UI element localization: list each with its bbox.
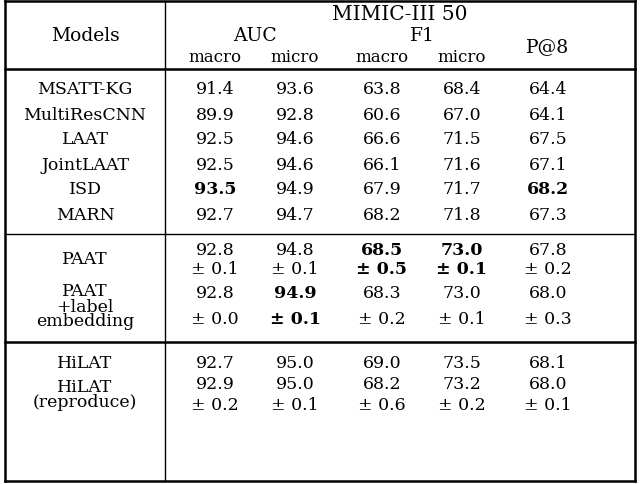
Text: 71.7: 71.7 — [443, 181, 481, 198]
Text: 93.6: 93.6 — [276, 81, 314, 98]
Text: 92.9: 92.9 — [196, 376, 234, 393]
Text: 67.0: 67.0 — [443, 106, 481, 123]
Text: 94.8: 94.8 — [276, 242, 314, 259]
Text: ± 0.1: ± 0.1 — [271, 397, 319, 414]
Text: 71.8: 71.8 — [443, 206, 481, 223]
Text: ± 0.1: ± 0.1 — [524, 397, 572, 414]
Text: ± 0.2: ± 0.2 — [524, 260, 572, 277]
Text: ± 0.6: ± 0.6 — [358, 397, 406, 414]
Text: PAAT: PAAT — [62, 251, 108, 268]
Text: ± 0.1: ± 0.1 — [436, 260, 488, 277]
Text: ± 0.2: ± 0.2 — [191, 397, 239, 414]
Text: 94.6: 94.6 — [276, 131, 314, 148]
Text: ± 0.1: ± 0.1 — [438, 311, 486, 328]
Text: 73.2: 73.2 — [443, 376, 481, 393]
Text: micro: micro — [438, 49, 486, 66]
Text: 68.2: 68.2 — [363, 376, 401, 393]
Text: 68.3: 68.3 — [363, 285, 401, 302]
Text: 73.0: 73.0 — [443, 285, 481, 302]
Text: 68.2: 68.2 — [527, 181, 569, 198]
Text: JointLAAT: JointLAAT — [41, 156, 129, 173]
Text: MIMIC-III 50: MIMIC-III 50 — [332, 5, 468, 25]
Text: 93.5: 93.5 — [194, 181, 236, 198]
Text: 94.9: 94.9 — [276, 181, 314, 198]
Text: 68.5: 68.5 — [361, 242, 403, 259]
Text: 94.9: 94.9 — [274, 285, 316, 302]
Text: 73.0: 73.0 — [441, 242, 483, 259]
Text: 64.4: 64.4 — [529, 81, 567, 98]
Text: 68.2: 68.2 — [363, 206, 401, 223]
Text: macro: macro — [355, 49, 408, 66]
Text: 71.6: 71.6 — [443, 156, 481, 173]
Text: HiLAT: HiLAT — [58, 355, 113, 372]
Text: 69.0: 69.0 — [363, 355, 401, 372]
Text: MSATT-KG: MSATT-KG — [37, 81, 132, 98]
Text: F1: F1 — [410, 27, 435, 45]
Text: ± 0.3: ± 0.3 — [524, 311, 572, 328]
Text: +label: +label — [56, 298, 114, 315]
Text: embedding: embedding — [36, 313, 134, 330]
Text: ± 0.1: ± 0.1 — [191, 260, 239, 277]
Text: 92.7: 92.7 — [196, 355, 234, 372]
Text: ± 0.0: ± 0.0 — [191, 311, 239, 328]
Text: 92.5: 92.5 — [196, 131, 234, 148]
Text: 68.0: 68.0 — [529, 285, 567, 302]
Text: 92.7: 92.7 — [196, 206, 234, 223]
Text: 94.6: 94.6 — [276, 156, 314, 173]
Text: 67.9: 67.9 — [363, 181, 401, 198]
Text: 67.8: 67.8 — [529, 242, 567, 259]
Text: ± 0.1: ± 0.1 — [269, 311, 321, 328]
Text: 66.1: 66.1 — [363, 156, 401, 173]
Text: micro: micro — [271, 49, 319, 66]
Text: PAAT: PAAT — [62, 283, 108, 300]
Text: 66.6: 66.6 — [363, 131, 401, 148]
Text: ± 0.5: ± 0.5 — [356, 260, 408, 277]
Text: 95.0: 95.0 — [276, 355, 314, 372]
Text: 95.0: 95.0 — [276, 376, 314, 393]
Text: MultiResCNN: MultiResCNN — [24, 106, 147, 123]
Text: 67.3: 67.3 — [529, 206, 568, 223]
Text: MARN: MARN — [56, 206, 115, 223]
Text: 71.5: 71.5 — [443, 131, 481, 148]
Text: 91.4: 91.4 — [196, 81, 234, 98]
Text: 92.8: 92.8 — [276, 106, 314, 123]
Text: ISD: ISD — [68, 181, 102, 198]
Text: LAAT: LAAT — [61, 131, 109, 148]
Text: 94.7: 94.7 — [276, 206, 314, 223]
Text: 67.1: 67.1 — [529, 156, 567, 173]
Text: 68.4: 68.4 — [443, 81, 481, 98]
Text: (reproduce): (reproduce) — [33, 393, 137, 410]
Text: 73.5: 73.5 — [443, 355, 481, 372]
Text: 64.1: 64.1 — [529, 106, 567, 123]
Text: 68.1: 68.1 — [529, 355, 567, 372]
Text: Models: Models — [51, 27, 120, 45]
Text: HiLAT: HiLAT — [58, 378, 113, 396]
Text: 89.9: 89.9 — [196, 106, 234, 123]
Text: 67.5: 67.5 — [529, 131, 568, 148]
Text: 68.0: 68.0 — [529, 376, 567, 393]
Text: 92.5: 92.5 — [196, 156, 234, 173]
Text: 60.6: 60.6 — [363, 106, 401, 123]
Text: 63.8: 63.8 — [363, 81, 401, 98]
Text: ± 0.2: ± 0.2 — [358, 311, 406, 328]
Text: AUC: AUC — [233, 27, 277, 45]
Text: 92.8: 92.8 — [196, 242, 234, 259]
Text: P@8: P@8 — [526, 38, 570, 56]
Text: ± 0.1: ± 0.1 — [271, 260, 319, 277]
Text: ± 0.2: ± 0.2 — [438, 397, 486, 414]
Text: 92.8: 92.8 — [196, 285, 234, 302]
Text: macro: macro — [188, 49, 241, 66]
